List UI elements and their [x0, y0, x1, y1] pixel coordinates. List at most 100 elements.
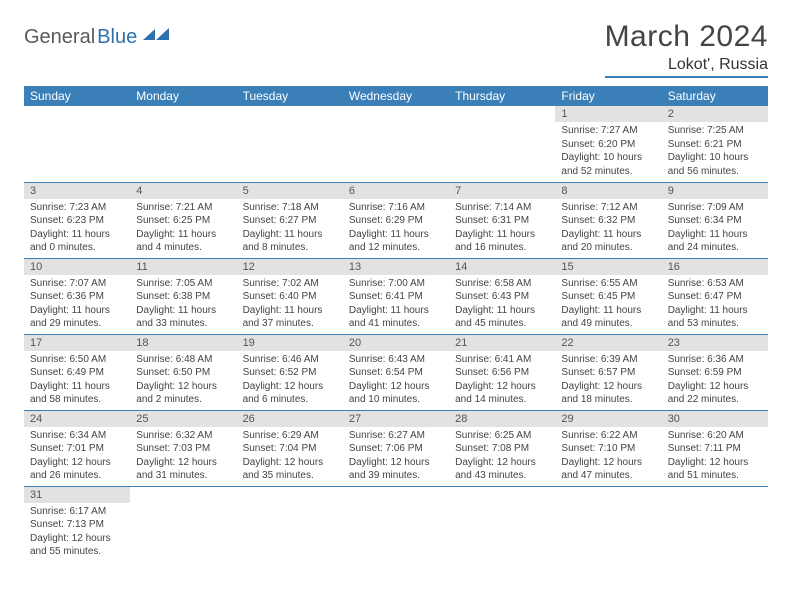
day-details [237, 503, 343, 561]
day-line [136, 124, 230, 138]
day-cell [130, 486, 236, 562]
day-line: and 49 minutes. [561, 317, 655, 331]
day-cell: 9Sunrise: 7:09 AMSunset: 6:34 PMDaylight… [662, 182, 768, 258]
flag-icon [143, 26, 169, 49]
day-line: Daylight: 11 hours [455, 304, 549, 318]
day-line: Sunrise: 7:27 AM [561, 124, 655, 138]
day-header: Friday [555, 86, 661, 106]
day-line [30, 165, 124, 179]
day-line: Sunset: 6:23 PM [30, 214, 124, 228]
day-line: Daylight: 11 hours [668, 304, 762, 318]
day-details [130, 503, 236, 561]
day-number: 3 [24, 183, 130, 199]
day-details: Sunrise: 7:27 AMSunset: 6:20 PMDaylight:… [555, 122, 661, 180]
day-line [349, 138, 443, 152]
day-number: 12 [237, 259, 343, 275]
day-details [130, 122, 236, 180]
day-number: 5 [237, 183, 343, 199]
day-cell [555, 486, 661, 562]
day-line [455, 532, 549, 546]
day-line: Sunset: 7:03 PM [136, 442, 230, 456]
day-cell: 19Sunrise: 6:46 AMSunset: 6:52 PMDayligh… [237, 334, 343, 410]
day-details: Sunrise: 6:20 AMSunset: 7:11 PMDaylight:… [662, 427, 768, 485]
day-line: Sunrise: 7:05 AM [136, 277, 230, 291]
day-details: Sunrise: 6:36 AMSunset: 6:59 PMDaylight:… [662, 351, 768, 409]
day-details [449, 122, 555, 180]
day-details: Sunrise: 7:14 AMSunset: 6:31 PMDaylight:… [449, 199, 555, 257]
day-number: 22 [555, 335, 661, 351]
day-line [30, 151, 124, 165]
day-line: Daylight: 11 hours [668, 228, 762, 242]
day-cell: 4Sunrise: 7:21 AMSunset: 6:25 PMDaylight… [130, 182, 236, 258]
day-cell [343, 106, 449, 182]
day-details [237, 122, 343, 180]
day-cell: 7Sunrise: 7:14 AMSunset: 6:31 PMDaylight… [449, 182, 555, 258]
day-line: Sunrise: 6:46 AM [243, 353, 337, 367]
day-line: Daylight: 12 hours [668, 380, 762, 394]
day-line: Daylight: 12 hours [455, 380, 549, 394]
day-cell: 18Sunrise: 6:48 AMSunset: 6:50 PMDayligh… [130, 334, 236, 410]
day-line [668, 505, 762, 519]
day-line: Sunset: 6:54 PM [349, 366, 443, 380]
day-line [668, 532, 762, 546]
day-details: Sunrise: 6:39 AMSunset: 6:57 PMDaylight:… [555, 351, 661, 409]
day-line: Sunset: 7:01 PM [30, 442, 124, 456]
day-header: Tuesday [237, 86, 343, 106]
day-cell [343, 486, 449, 562]
day-line [243, 165, 337, 179]
day-line: Sunset: 6:56 PM [455, 366, 549, 380]
day-line: Sunrise: 7:14 AM [455, 201, 549, 215]
week-row: 10Sunrise: 7:07 AMSunset: 6:36 PMDayligh… [24, 258, 768, 334]
day-line [243, 545, 337, 559]
day-number: 21 [449, 335, 555, 351]
day-cell [449, 106, 555, 182]
day-line: and 22 minutes. [668, 393, 762, 407]
day-line: and 31 minutes. [136, 469, 230, 483]
day-details: Sunrise: 6:55 AMSunset: 6:45 PMDaylight:… [555, 275, 661, 333]
day-cell [130, 106, 236, 182]
day-cell: 2Sunrise: 7:25 AMSunset: 6:21 PMDaylight… [662, 106, 768, 182]
day-line: and 26 minutes. [30, 469, 124, 483]
day-line: Sunrise: 6:36 AM [668, 353, 762, 367]
day-number [130, 487, 236, 503]
day-line: Daylight: 12 hours [30, 456, 124, 470]
day-line: and 16 minutes. [455, 241, 549, 255]
day-cell: 23Sunrise: 6:36 AMSunset: 6:59 PMDayligh… [662, 334, 768, 410]
day-line: Sunrise: 6:39 AM [561, 353, 655, 367]
logo-text-general: General [24, 26, 95, 49]
day-line: Sunset: 6:43 PM [455, 290, 549, 304]
day-line: Sunrise: 6:50 AM [30, 353, 124, 367]
day-line: Sunset: 6:45 PM [561, 290, 655, 304]
day-line: and 6 minutes. [243, 393, 337, 407]
day-line [668, 545, 762, 559]
day-number: 31 [24, 487, 130, 503]
day-cell: 17Sunrise: 6:50 AMSunset: 6:49 PMDayligh… [24, 334, 130, 410]
day-line: Daylight: 11 hours [136, 228, 230, 242]
day-line: Sunrise: 7:12 AM [561, 201, 655, 215]
day-cell: 24Sunrise: 6:34 AMSunset: 7:01 PMDayligh… [24, 410, 130, 486]
day-cell: 13Sunrise: 7:00 AMSunset: 6:41 PMDayligh… [343, 258, 449, 334]
day-line: and 51 minutes. [668, 469, 762, 483]
day-line: Sunset: 6:27 PM [243, 214, 337, 228]
day-number [237, 487, 343, 503]
day-line: Sunset: 6:20 PM [561, 138, 655, 152]
day-line: Daylight: 11 hours [349, 304, 443, 318]
day-details [555, 503, 661, 561]
day-line: and 39 minutes. [349, 469, 443, 483]
day-line: Sunset: 6:41 PM [349, 290, 443, 304]
day-line: Sunrise: 6:34 AM [30, 429, 124, 443]
day-line: and 4 minutes. [136, 241, 230, 255]
day-number: 29 [555, 411, 661, 427]
day-line: and 12 minutes. [349, 241, 443, 255]
day-line: and 29 minutes. [30, 317, 124, 331]
day-details: Sunrise: 6:48 AMSunset: 6:50 PMDaylight:… [130, 351, 236, 409]
day-number: 1 [555, 106, 661, 122]
day-line [455, 151, 549, 165]
day-cell [449, 486, 555, 562]
day-number: 11 [130, 259, 236, 275]
day-number: 18 [130, 335, 236, 351]
day-number: 7 [449, 183, 555, 199]
day-line: Sunrise: 6:58 AM [455, 277, 549, 291]
day-line: Daylight: 12 hours [30, 532, 124, 546]
day-details: Sunrise: 6:58 AMSunset: 6:43 PMDaylight:… [449, 275, 555, 333]
